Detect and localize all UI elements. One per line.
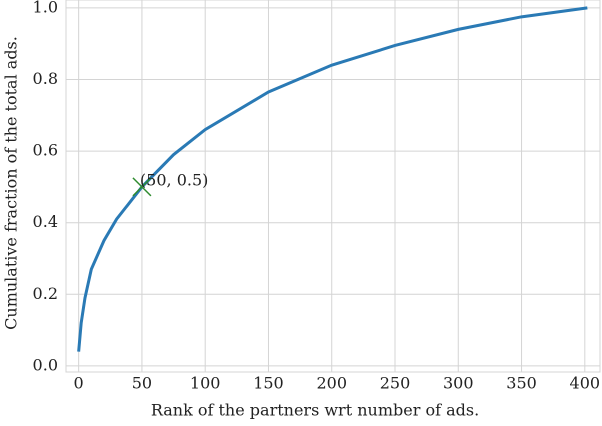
x-axis-label: Rank of the partners wrt number of ads. — [151, 401, 479, 420]
annotation-marker — [132, 177, 152, 197]
y-tick-label: 0.8 — [33, 69, 58, 88]
x-tick-label: 200 — [316, 374, 347, 393]
x-tick-label: 300 — [443, 374, 474, 393]
x-tick-label: 100 — [190, 374, 221, 393]
x-tick-label: 0 — [74, 374, 84, 393]
y-tick-label: 0.6 — [33, 141, 58, 160]
line — [77, 6, 588, 352]
x-tick-label: 250 — [380, 374, 411, 393]
plot-frame — [65, 0, 601, 373]
y-tick-label: 0.2 — [33, 284, 58, 303]
y-tick-label: 0.0 — [33, 355, 58, 374]
x-tick-label: 150 — [253, 374, 284, 393]
annotation: (50, 0.5) — [140, 170, 208, 189]
y-tick-label: 1.0 — [33, 0, 58, 16]
x-tick-label: 350 — [506, 374, 537, 393]
x-tick-label: 400 — [570, 374, 601, 393]
y-axis-label: Cumulative fraction of the total ads. — [2, 36, 21, 330]
y-tick-label: 0.4 — [33, 212, 58, 231]
x-tick-label: 50 — [132, 374, 152, 393]
